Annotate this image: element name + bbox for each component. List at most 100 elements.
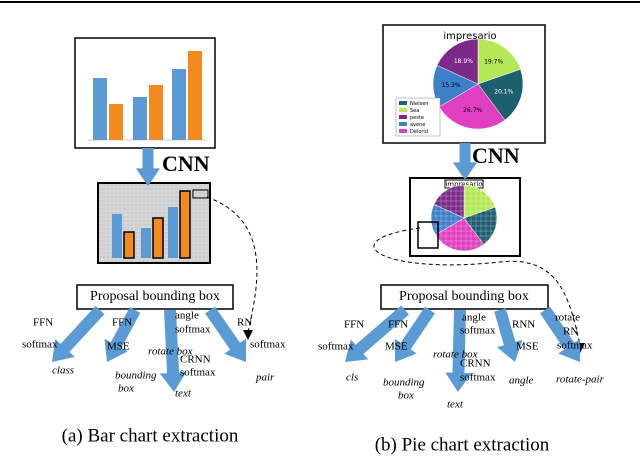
branch-labels: FFNsoftmaxclassFFNMSEboundingboxanglesof… [22,310,605,411]
legend-label: Nielsen [410,101,428,107]
branch-label: rotate [555,312,580,324]
proposal-label: Proposal bounding box [90,289,220,304]
flow-arrow [135,148,161,186]
branch-label: softmax [180,367,216,379]
branch-label: pair [255,372,275,384]
arrows [52,143,581,392]
thumb-bar [172,69,186,140]
legend-swatch [399,101,407,105]
branch-label: box [398,390,414,402]
feature-bar [112,214,122,258]
flow-arrow [445,309,472,392]
flow-arrow [52,305,105,362]
branch-label: angle [175,310,199,322]
legend-swatch [399,115,407,119]
caption: (a) Bar chart extraction [62,425,239,446]
pie-slice [438,83,506,130]
flow-arrow [159,309,187,392]
flow-arrow [494,308,523,362]
legend-swatch [399,108,407,112]
pie-percent: 26.7% [463,107,482,114]
legend-label: peste [410,115,424,121]
branch-label: softmax [22,339,58,351]
dashed-link [206,196,258,333]
cnn-label: CNN [472,143,520,168]
flow-arrow [345,305,409,362]
branch-label: RN [563,326,578,338]
branch-label: FFN [388,319,408,331]
dashed-link [373,227,581,346]
flow-arrow [394,306,435,362]
branch-label: MSE [385,341,408,353]
feature-bars [99,184,209,262]
branch-label: softmax [557,340,593,352]
arrowhead [243,330,253,340]
cnn-label: CNN [162,151,210,176]
legend-label: avene [410,122,425,128]
branch-label: bounding [115,370,157,382]
pie-feature [430,184,498,252]
branch-label: softmax [175,324,211,336]
flow-arrow [104,307,141,362]
feature-bar [179,190,191,259]
branch-label: softmax [460,325,496,337]
flow-arrow [540,306,581,362]
feature-bar [123,231,135,259]
branch-label: RN [237,317,252,329]
thumb-bar [93,78,107,140]
proposal-label: Proposal bounding box [399,289,529,304]
thumb-bar [133,97,147,140]
legend-swatch [399,122,407,126]
branch-label: cls [346,372,358,384]
branch-label: text [175,388,192,400]
proposal-box [380,284,549,310]
pie-percent: 15.3% [442,82,461,89]
branch-label: box [118,383,134,395]
flow-arrow [452,143,478,180]
branch-label: CRNN [180,354,211,366]
branch-label: RNN [512,319,535,331]
branch-label: FFN [344,319,364,331]
branch-label: FFN [33,317,53,329]
branch-label: class [52,365,74,377]
legend-box [417,221,439,249]
thumb-title: impresario [445,181,482,189]
flow-arrow [205,306,246,362]
legend-label: Sea [410,108,419,114]
pie-title: impresario [443,31,496,42]
thumb-bar [109,104,123,140]
pie-percent: 18.9% [454,58,473,65]
bar-chart-thumb [88,51,207,141]
feature-bar [141,228,151,258]
branch-label: softmax [318,341,354,353]
thumb-bar [149,85,163,140]
branch-label: angle [462,312,486,324]
branch-label: angle [509,375,534,387]
feature-bar [168,207,178,258]
branch-label: softmax [460,372,496,384]
branch-label: rotate box [148,346,193,358]
caption: (b) Pie chart extraction [375,434,550,455]
pie-slice [477,68,524,121]
pie-thumb: 19.7% 20.1% 26.7% 15.3% 18.9% [432,38,524,130]
pie-percent: 20.1% [494,88,513,95]
pie-percent: 19.7% [484,59,503,66]
branch-label: rotate-pair [556,374,605,386]
branch-label: bounding [383,377,425,389]
branch-label: CRNN [460,358,491,370]
branch-label: text [447,399,464,411]
branch-label: softmax [250,339,286,351]
proposal-box [76,284,234,310]
pie-slice [436,38,479,85]
thumb-bar [188,51,202,140]
branch-label: rotate box [433,349,478,361]
legend-label: Delorid [410,129,428,135]
branch-label: MSE [516,341,539,353]
branch-label: MSE [107,341,130,353]
legend-swatch [399,129,407,133]
legend-box [192,189,209,199]
feature-bar [152,217,164,259]
branch-label: FFN [112,317,132,329]
